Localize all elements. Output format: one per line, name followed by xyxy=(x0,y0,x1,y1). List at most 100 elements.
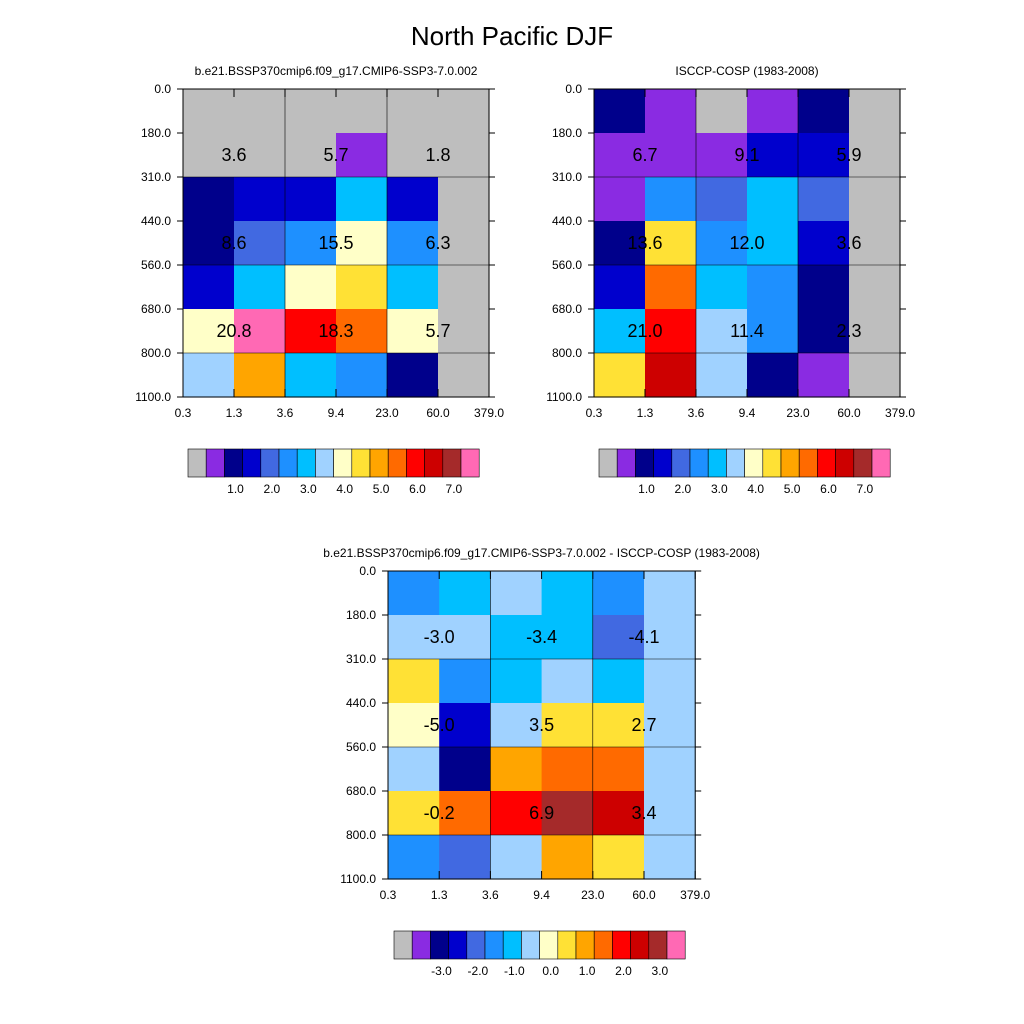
block-value-label: 6.7 xyxy=(632,145,657,165)
heatmap-cell xyxy=(645,309,697,354)
block-value-label: 21.0 xyxy=(627,321,662,341)
heatmap-cell xyxy=(541,615,594,660)
heatmap-cell xyxy=(594,265,646,310)
heatmap-cell xyxy=(798,353,850,398)
colorbar-swatch xyxy=(612,930,631,960)
x-tick-label: 0.3 xyxy=(380,888,397,902)
colorbar-swatch xyxy=(260,448,280,478)
heatmap-cell xyxy=(644,747,696,792)
x-tick-label: 60.0 xyxy=(837,406,861,420)
x-tick-label: 9.4 xyxy=(533,888,550,902)
colorbar-swatch xyxy=(616,448,636,478)
x-tick-label: 3.6 xyxy=(688,406,705,420)
block-value-label: 15.5 xyxy=(318,233,353,253)
colorbar-swatch xyxy=(598,448,618,478)
colorbar-swatch xyxy=(224,448,243,478)
colorbar-label: 7.0 xyxy=(857,482,874,496)
heatmap-cell xyxy=(490,835,543,880)
colorbar-swatch xyxy=(744,448,764,478)
heatmap-cell xyxy=(849,89,901,134)
colorbar-swatch xyxy=(780,448,800,478)
heatmap-cell xyxy=(798,309,850,354)
colorbar-label: 3.0 xyxy=(300,482,317,496)
block-value-label: 3.4 xyxy=(631,803,656,823)
y-tick-label: 1100.0 xyxy=(135,390,171,404)
colorbar-label: -3.0 xyxy=(431,964,452,978)
colorbar-label: 4.0 xyxy=(336,482,353,496)
y-tick-label: 1100.0 xyxy=(340,872,376,886)
block-value-label: -0.2 xyxy=(424,803,455,823)
heatmap-cell xyxy=(388,703,440,748)
colorbar-swatch xyxy=(798,448,818,478)
colorbar-swatch xyxy=(187,448,207,478)
heatmap-cell xyxy=(183,89,235,134)
colorbar-swatch xyxy=(666,930,686,960)
heatmap-cell xyxy=(387,89,439,134)
y-tick-label: 560.0 xyxy=(141,258,171,272)
block-value-label: 5.9 xyxy=(836,145,861,165)
heatmap-cell xyxy=(183,221,235,266)
heatmap-cell xyxy=(645,177,697,222)
block-value-label: 6.3 xyxy=(425,233,450,253)
colorbar-label: -1.0 xyxy=(504,964,525,978)
colorbar-swatch xyxy=(460,448,480,478)
heatmap-cell xyxy=(285,353,337,398)
colorbar-swatch xyxy=(871,448,891,478)
heatmap-cell xyxy=(439,747,491,792)
colorbar-swatch xyxy=(333,448,353,478)
panel-title: ISCCP-COSP (1983-2008) xyxy=(675,64,818,78)
y-tick-label: 1100.0 xyxy=(546,390,582,404)
heatmap-cell xyxy=(747,265,799,310)
heatmap-cell xyxy=(645,265,697,310)
heatmap-cell xyxy=(336,353,388,398)
colorbar-swatch xyxy=(671,448,691,478)
heatmap-cell xyxy=(388,615,440,660)
heatmap-cell xyxy=(438,309,490,354)
heatmap-cell xyxy=(234,177,286,222)
heatmap-cell xyxy=(592,571,645,616)
heatmap-cell xyxy=(183,353,235,398)
panel-diff: b.e21.BSSP370cmip6.f09_g17.CMIP6-SSP3-7.… xyxy=(323,546,760,978)
heatmap-cell xyxy=(592,835,645,880)
heatmap-cell xyxy=(696,177,748,222)
heatmap-cell xyxy=(439,791,491,836)
heatmap-cell xyxy=(696,309,748,354)
heatmap-cell xyxy=(696,89,748,134)
heatmap-cell xyxy=(798,89,850,134)
block-value-label: 6.9 xyxy=(529,803,554,823)
block-value-label: 13.6 xyxy=(627,233,662,253)
heatmap-cell xyxy=(644,659,696,704)
heatmap-cell xyxy=(798,265,850,310)
block-value-label: 5.7 xyxy=(425,321,450,341)
block-value-label: 3.6 xyxy=(221,145,246,165)
heatmap-cell xyxy=(849,133,901,178)
heatmap-cell xyxy=(592,791,645,836)
x-tick-label: 23.0 xyxy=(581,888,605,902)
heatmap-cell xyxy=(747,177,799,222)
colorbar-label: 1.0 xyxy=(579,964,596,978)
y-tick-label: 800.0 xyxy=(552,346,582,360)
heatmap-cell xyxy=(183,309,235,354)
colorbar: 1.0 2.0 3.0 4.0 5.0 6.0 7.0 xyxy=(187,448,480,496)
y-tick-label: 310.0 xyxy=(552,170,582,184)
x-tick-label: 379.0 xyxy=(680,888,710,902)
y-tick-label: 680.0 xyxy=(552,302,582,316)
heatmap-cell xyxy=(387,353,439,398)
colorbar-swatch xyxy=(648,930,668,960)
heatmap-cell xyxy=(438,265,490,310)
colorbar-swatch xyxy=(406,448,425,478)
colorbar-label: -2.0 xyxy=(468,964,489,978)
colorbar-swatch xyxy=(369,448,389,478)
colorbar-swatch xyxy=(575,930,595,960)
heatmap-cell xyxy=(594,221,646,266)
y-tick-label: 560.0 xyxy=(346,740,376,754)
colorbar-swatch xyxy=(726,448,745,478)
heatmap-cell xyxy=(644,791,696,836)
heatmap-cell xyxy=(285,309,337,354)
block-value-label: 2.7 xyxy=(631,715,656,735)
heatmap-cell xyxy=(234,309,286,354)
heatmap-cell xyxy=(490,571,543,616)
heatmap-cell xyxy=(644,571,696,616)
heatmap-cell xyxy=(592,747,645,792)
